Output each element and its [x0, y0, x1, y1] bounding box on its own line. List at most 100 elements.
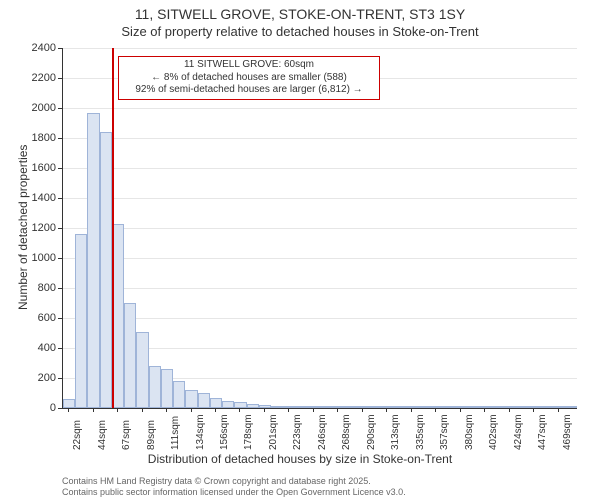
gridline: [63, 108, 577, 109]
y-tick-label: 2000: [6, 102, 56, 114]
histogram-bar: [198, 393, 210, 408]
annotation-line1: 11 SITWELL GROVE: 60sqm: [123, 59, 375, 72]
y-tick: [58, 348, 62, 349]
histogram-bar: [75, 234, 87, 408]
gridline: [63, 168, 577, 169]
annotation-line3: 92% of semi-detached houses are larger (…: [123, 84, 375, 97]
x-tick-label: 134sqm: [195, 414, 206, 450]
x-tick-label: 246sqm: [317, 414, 328, 450]
y-tick-label: 1800: [6, 132, 56, 144]
x-tick-label: 268sqm: [341, 414, 352, 450]
gridline: [63, 258, 577, 259]
x-tick: [435, 408, 436, 412]
x-tick: [117, 408, 118, 412]
x-tick-label: 335sqm: [415, 414, 426, 450]
histogram-bar: [296, 406, 308, 408]
histogram-bar: [222, 401, 234, 409]
x-tick-label: 22sqm: [72, 420, 83, 450]
histogram-bar: [442, 406, 454, 408]
annotation-line2: ← 8% of detached houses are smaller (588…: [123, 72, 375, 85]
y-tick-label: 1400: [6, 192, 56, 204]
histogram-bar: [369, 406, 381, 408]
footer-line2: Contains public sector information licen…: [62, 487, 406, 497]
x-tick: [509, 408, 510, 412]
x-tick-label: 178sqm: [243, 414, 254, 450]
x-tick: [166, 408, 167, 412]
histogram-bar: [173, 381, 185, 408]
histogram-bar: [381, 406, 393, 408]
x-tick-label: 424sqm: [513, 414, 524, 450]
y-tick-label: 1000: [6, 252, 56, 264]
histogram-bar: [234, 402, 246, 408]
histogram-bar: [247, 404, 259, 409]
x-tick: [191, 408, 192, 412]
x-tick: [558, 408, 559, 412]
gridline: [63, 288, 577, 289]
x-tick: [484, 408, 485, 412]
x-tick-label: 223sqm: [292, 414, 303, 450]
plot-area: [62, 48, 577, 409]
y-tick-label: 600: [6, 312, 56, 324]
x-tick: [264, 408, 265, 412]
gridline: [63, 48, 577, 49]
x-tick-label: 290sqm: [366, 414, 377, 450]
gridline: [63, 198, 577, 199]
y-tick: [58, 378, 62, 379]
title-main: 11, SITWELL GROVE, STOKE-ON-TRENT, ST3 1…: [0, 6, 600, 22]
histogram-bar: [479, 406, 491, 408]
x-tick: [239, 408, 240, 412]
y-tick: [58, 198, 62, 199]
x-tick: [93, 408, 94, 412]
x-tick: [215, 408, 216, 412]
footer-line1: Contains HM Land Registry data © Crown c…: [62, 476, 371, 486]
x-tick: [533, 408, 534, 412]
y-tick-label: 400: [6, 342, 56, 354]
gridline: [63, 318, 577, 319]
y-tick: [58, 228, 62, 229]
y-tick: [58, 288, 62, 289]
y-tick-label: 2200: [6, 72, 56, 84]
histogram-bar: [320, 406, 332, 408]
title-sub: Size of property relative to detached ho…: [0, 24, 600, 39]
x-tick-label: 402sqm: [488, 414, 499, 450]
y-tick-label: 2400: [6, 42, 56, 54]
histogram-bar: [185, 390, 197, 408]
histogram-bar: [63, 399, 75, 408]
x-tick-label: 313sqm: [390, 414, 401, 450]
x-tick-label: 357sqm: [439, 414, 450, 450]
x-tick: [460, 408, 461, 412]
histogram-bar: [528, 406, 540, 408]
x-tick: [362, 408, 363, 412]
y-tick: [58, 318, 62, 319]
histogram-bar: [540, 406, 552, 408]
histogram-bar: [271, 406, 283, 408]
x-tick: [386, 408, 387, 412]
y-tick: [58, 78, 62, 79]
histogram-bar: [87, 113, 99, 409]
y-tick-label: 200: [6, 372, 56, 384]
histogram-bar: [332, 406, 344, 408]
x-tick-label: 201sqm: [268, 414, 279, 450]
annotation-box: 11 SITWELL GROVE: 60sqm ← 8% of detached…: [118, 56, 380, 100]
gridline: [63, 228, 577, 229]
y-tick-label: 1200: [6, 222, 56, 234]
y-tick: [58, 258, 62, 259]
x-tick: [337, 408, 338, 412]
y-tick: [58, 408, 62, 409]
y-tick: [58, 48, 62, 49]
x-tick: [288, 408, 289, 412]
histogram-bar: [149, 366, 161, 408]
x-tick: [313, 408, 314, 412]
y-tick: [58, 108, 62, 109]
x-tick-label: 44sqm: [97, 420, 108, 450]
x-tick: [142, 408, 143, 412]
x-tick-label: 469sqm: [562, 414, 573, 450]
x-tick-label: 89sqm: [146, 420, 157, 450]
histogram-bar: [430, 406, 442, 408]
histogram-bar: [467, 406, 479, 408]
histogram-bar: [516, 406, 528, 408]
histogram-bar: [283, 406, 295, 408]
histogram-bar: [491, 406, 503, 408]
y-tick-label: 800: [6, 282, 56, 294]
histogram-bar: [418, 406, 430, 408]
